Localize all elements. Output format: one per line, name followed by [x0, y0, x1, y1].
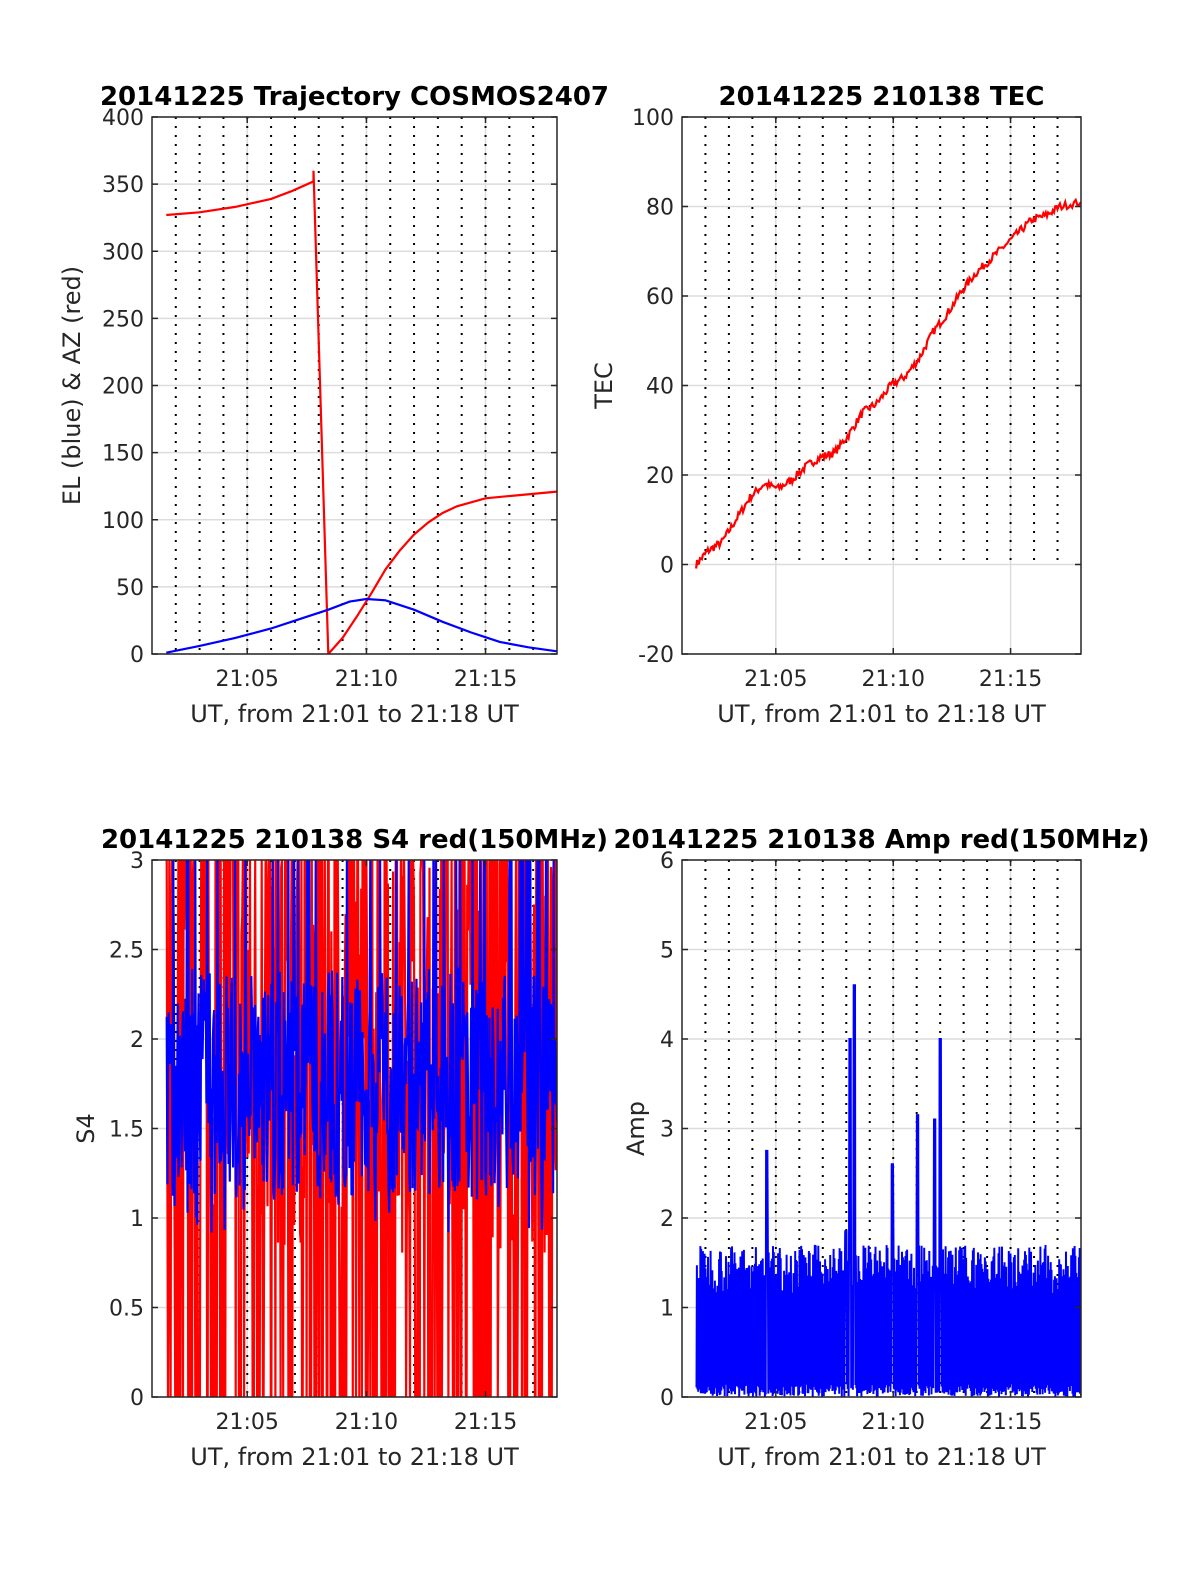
y-tick-label: 100: [632, 106, 674, 131]
plot-area: [695, 984, 1081, 1397]
y-tick-label: 4: [660, 1028, 674, 1053]
y-tick-label: -20: [638, 643, 674, 668]
x-axis-label: UT, from 21:01 to 21:18 UT: [717, 1443, 1046, 1471]
x-tick-label: 21:15: [979, 1410, 1042, 1435]
chart-trajectory: 0 50 100 150 200 250 300 350 400 21:05 21:10 21:15 2…: [58, 82, 609, 728]
x-tick-label: 21:15: [979, 667, 1042, 692]
x-tick-label: 21:05: [744, 1410, 807, 1435]
y-tick-label: 200: [102, 375, 144, 400]
y-tick-label: 0: [660, 1386, 674, 1411]
x-tick-label: 21:15: [454, 667, 517, 692]
y-tick-label: 1.5: [109, 1118, 144, 1143]
series-blue-line: [165, 860, 557, 1233]
chart-title: 20141225 210138 TEC: [719, 82, 1045, 112]
x-axis-label: UT, from 21:01 to 21:18 UT: [190, 700, 519, 728]
x-tick-label: 21:15: [454, 1410, 517, 1435]
y-axis-label: TEC: [590, 362, 618, 410]
y-tick-label: 300: [102, 240, 144, 265]
chart-title: 20141225 Trajectory COSMOS2407: [100, 82, 609, 112]
y-tick-label: 1: [660, 1297, 674, 1322]
x-tick-label: 21:10: [862, 1410, 925, 1435]
plot-area: [165, 860, 557, 1397]
series-blue-line: [166, 597, 557, 654]
x-tick-label: 21:10: [335, 667, 398, 692]
y-tick-label: 350: [102, 173, 144, 198]
y-tick-label: 3: [130, 849, 144, 874]
chart-title: 20141225 210138 Amp red(150MHz): [613, 825, 1149, 855]
series-red-line: [166, 170, 557, 654]
y-tick-label: 6: [660, 849, 674, 874]
y-tick-label: 20: [646, 464, 674, 489]
chart-amp: 0 1 2 3 4 5 6 21:05 21:10 21:15 20141225 210138 Am…: [613, 825, 1149, 1471]
y-tick-label: 2: [660, 1207, 674, 1232]
x-axis-label: UT, from 21:01 to 21:18 UT: [190, 1443, 519, 1471]
y-tick-label: 150: [102, 442, 144, 467]
y-tick-label: 250: [102, 307, 144, 332]
x-tick-label: 21:05: [216, 1410, 279, 1435]
x-tick-label: 21:10: [862, 667, 925, 692]
y-tick-label: 5: [660, 939, 674, 964]
chart-tec: -20 0 20 40 60 80 100 21:05 21:10 21:15 20141225 2…: [590, 82, 1082, 728]
x-axis-label: UT, from 21:01 to 21:18 UT: [717, 700, 1046, 728]
series-red-line: [165, 860, 557, 1397]
y-tick-label: 2.5: [109, 939, 144, 964]
x-tick-label: 21:05: [216, 667, 279, 692]
y-tick-label: 100: [102, 509, 144, 534]
y-axis-label: EL (blue) & AZ (red): [58, 266, 86, 505]
plot-area: [166, 170, 557, 654]
y-tick-label: 3: [660, 1118, 674, 1143]
y-tick-label: 0: [660, 554, 674, 579]
x-tick-label: 21:10: [335, 1410, 398, 1435]
y-tick-label: 50: [116, 576, 144, 601]
x-tick-label: 21:05: [744, 667, 807, 692]
y-tick-label: 40: [646, 375, 674, 400]
y-tick-label: 0.5: [109, 1297, 144, 1322]
y-tick-label: 1: [130, 1207, 144, 1232]
y-tick-label: 0: [130, 1386, 144, 1411]
series-blue-line: [695, 984, 1081, 1397]
y-tick-label: 60: [646, 285, 674, 310]
y-tick-label: 80: [646, 196, 674, 221]
y-tick-label: 400: [102, 106, 144, 131]
y-axis-label: S4: [72, 1113, 100, 1144]
y-axis-label: Amp: [622, 1101, 650, 1156]
plot-area: [695, 197, 1081, 569]
y-tick-label: 2: [130, 1028, 144, 1053]
chart-s4: 0 0.5 1 1.5 2 2.5 3 21:05 21:10 21:15 20141225 210…: [72, 825, 608, 1471]
chart-title: 20141225 210138 S4 red(150MHz): [101, 825, 608, 855]
series-red-line: [695, 197, 1081, 569]
y-tick-label: 0: [130, 643, 144, 668]
